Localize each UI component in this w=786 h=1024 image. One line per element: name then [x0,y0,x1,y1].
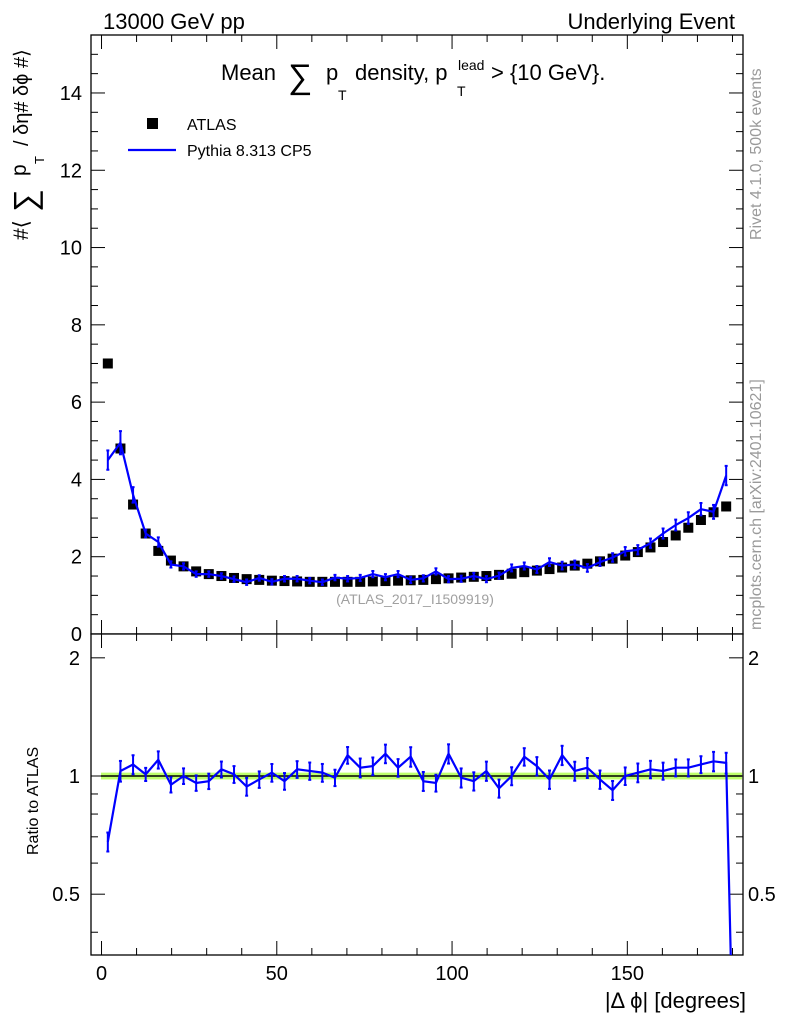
atlas-point [367,576,378,587]
watermark: (ATLAS_2017_I1509919) [336,591,494,607]
y-tick-label: 6 [71,392,82,414]
legend: ATLAS Pythia 8.313 CP5 [128,117,312,160]
ratio-y-tick-label: 0.5 [52,884,80,906]
rivet-label: Rivet 4.1.0, 500k events [748,68,765,240]
y-tick-label: 10 [60,238,82,260]
atlas-point [658,537,669,548]
y-tick-label: 12 [60,160,82,182]
y-tick-label: 2 [71,547,82,569]
plot-title-p: p [326,60,338,85]
atlas-point [695,514,706,525]
plot-title-sum: ∑ [288,58,312,96]
ratio-y-tick-label-right: 2 [748,648,759,670]
main-series [102,358,732,587]
ratio-y-tick-label-right: 0.5 [748,884,776,906]
legend-atlas-label: ATLAS [187,117,237,134]
header-left: 13000 GeV pp [103,9,245,34]
plot-title-sub-t2: T [457,83,466,99]
y-label-prefix: #⟨ [10,220,33,240]
plot-title-sub-t: T [338,87,347,103]
atlas-point [544,564,555,575]
y-axis-label: #⟨ ∑ p T / δη# δϕ #⟩ [7,49,47,240]
atlas-point [506,568,517,579]
y-label-p: p [8,164,31,176]
atlas-point [670,530,681,541]
ratio-series [106,743,732,956]
x-axis-label: |Δ ϕ| [degrees] [605,988,746,1013]
header-right: Underlying Event [567,9,735,34]
plot-title-prefix: Mean [221,60,276,85]
y-label-suffix: / δη# δϕ #⟩ [11,49,33,146]
atlas-point [683,522,694,533]
y-label-sum: ∑ [7,189,43,212]
pythia-line [106,440,728,584]
legend-pythia-label: Pythia 8.313 CP5 [187,143,312,160]
x-tick-label: 0 [96,963,107,985]
main-panel-frame [90,34,744,635]
atlas-point [430,574,441,585]
main-axes: 0 2 4 6 8 10 12 14 [60,34,743,646]
x-tick-label: 100 [435,963,468,985]
y-label-sub-t: T [32,156,47,164]
x-tick-label: 50 [266,963,288,985]
plot-title-suffix: > {10 GeV}. [491,60,605,85]
plot-title-middle: density, p [355,60,448,85]
atlas-point [329,576,340,587]
ratio-y-tick-label-right: 1 [748,766,759,788]
y-tick-label: 4 [71,469,82,491]
ratio-y-tick-label: 2 [69,648,80,670]
atlas-point [153,545,164,556]
source-label: mcplots.cern.ch [arXiv:2401.10621] [748,379,765,630]
atlas-point [519,567,530,578]
x-tick-label: 150 [611,963,644,985]
atlas-point [102,358,113,369]
ratio-axes: 0.5 0.5 1 1 2 2 [52,634,776,955]
atlas-point [393,575,404,586]
y-tick-label: 0 [71,624,82,646]
legend-atlas-marker [147,118,158,129]
plot-title-sup-lead: lead [458,57,484,73]
ratio-y-tick-label: 1 [69,766,80,788]
ratio-panel-frame [90,633,744,956]
x-tick-labels: 0 50 100 150 [96,963,644,985]
atlas-point [721,501,732,512]
plot-title: Mean ∑ p T density, p lead T > {10 GeV}. [221,57,605,103]
y-tick-label: 8 [71,315,82,337]
ratio-axis-label: Ratio to ATLAS [25,747,42,855]
atlas-point [128,499,139,510]
y-tick-label: 14 [60,83,82,105]
